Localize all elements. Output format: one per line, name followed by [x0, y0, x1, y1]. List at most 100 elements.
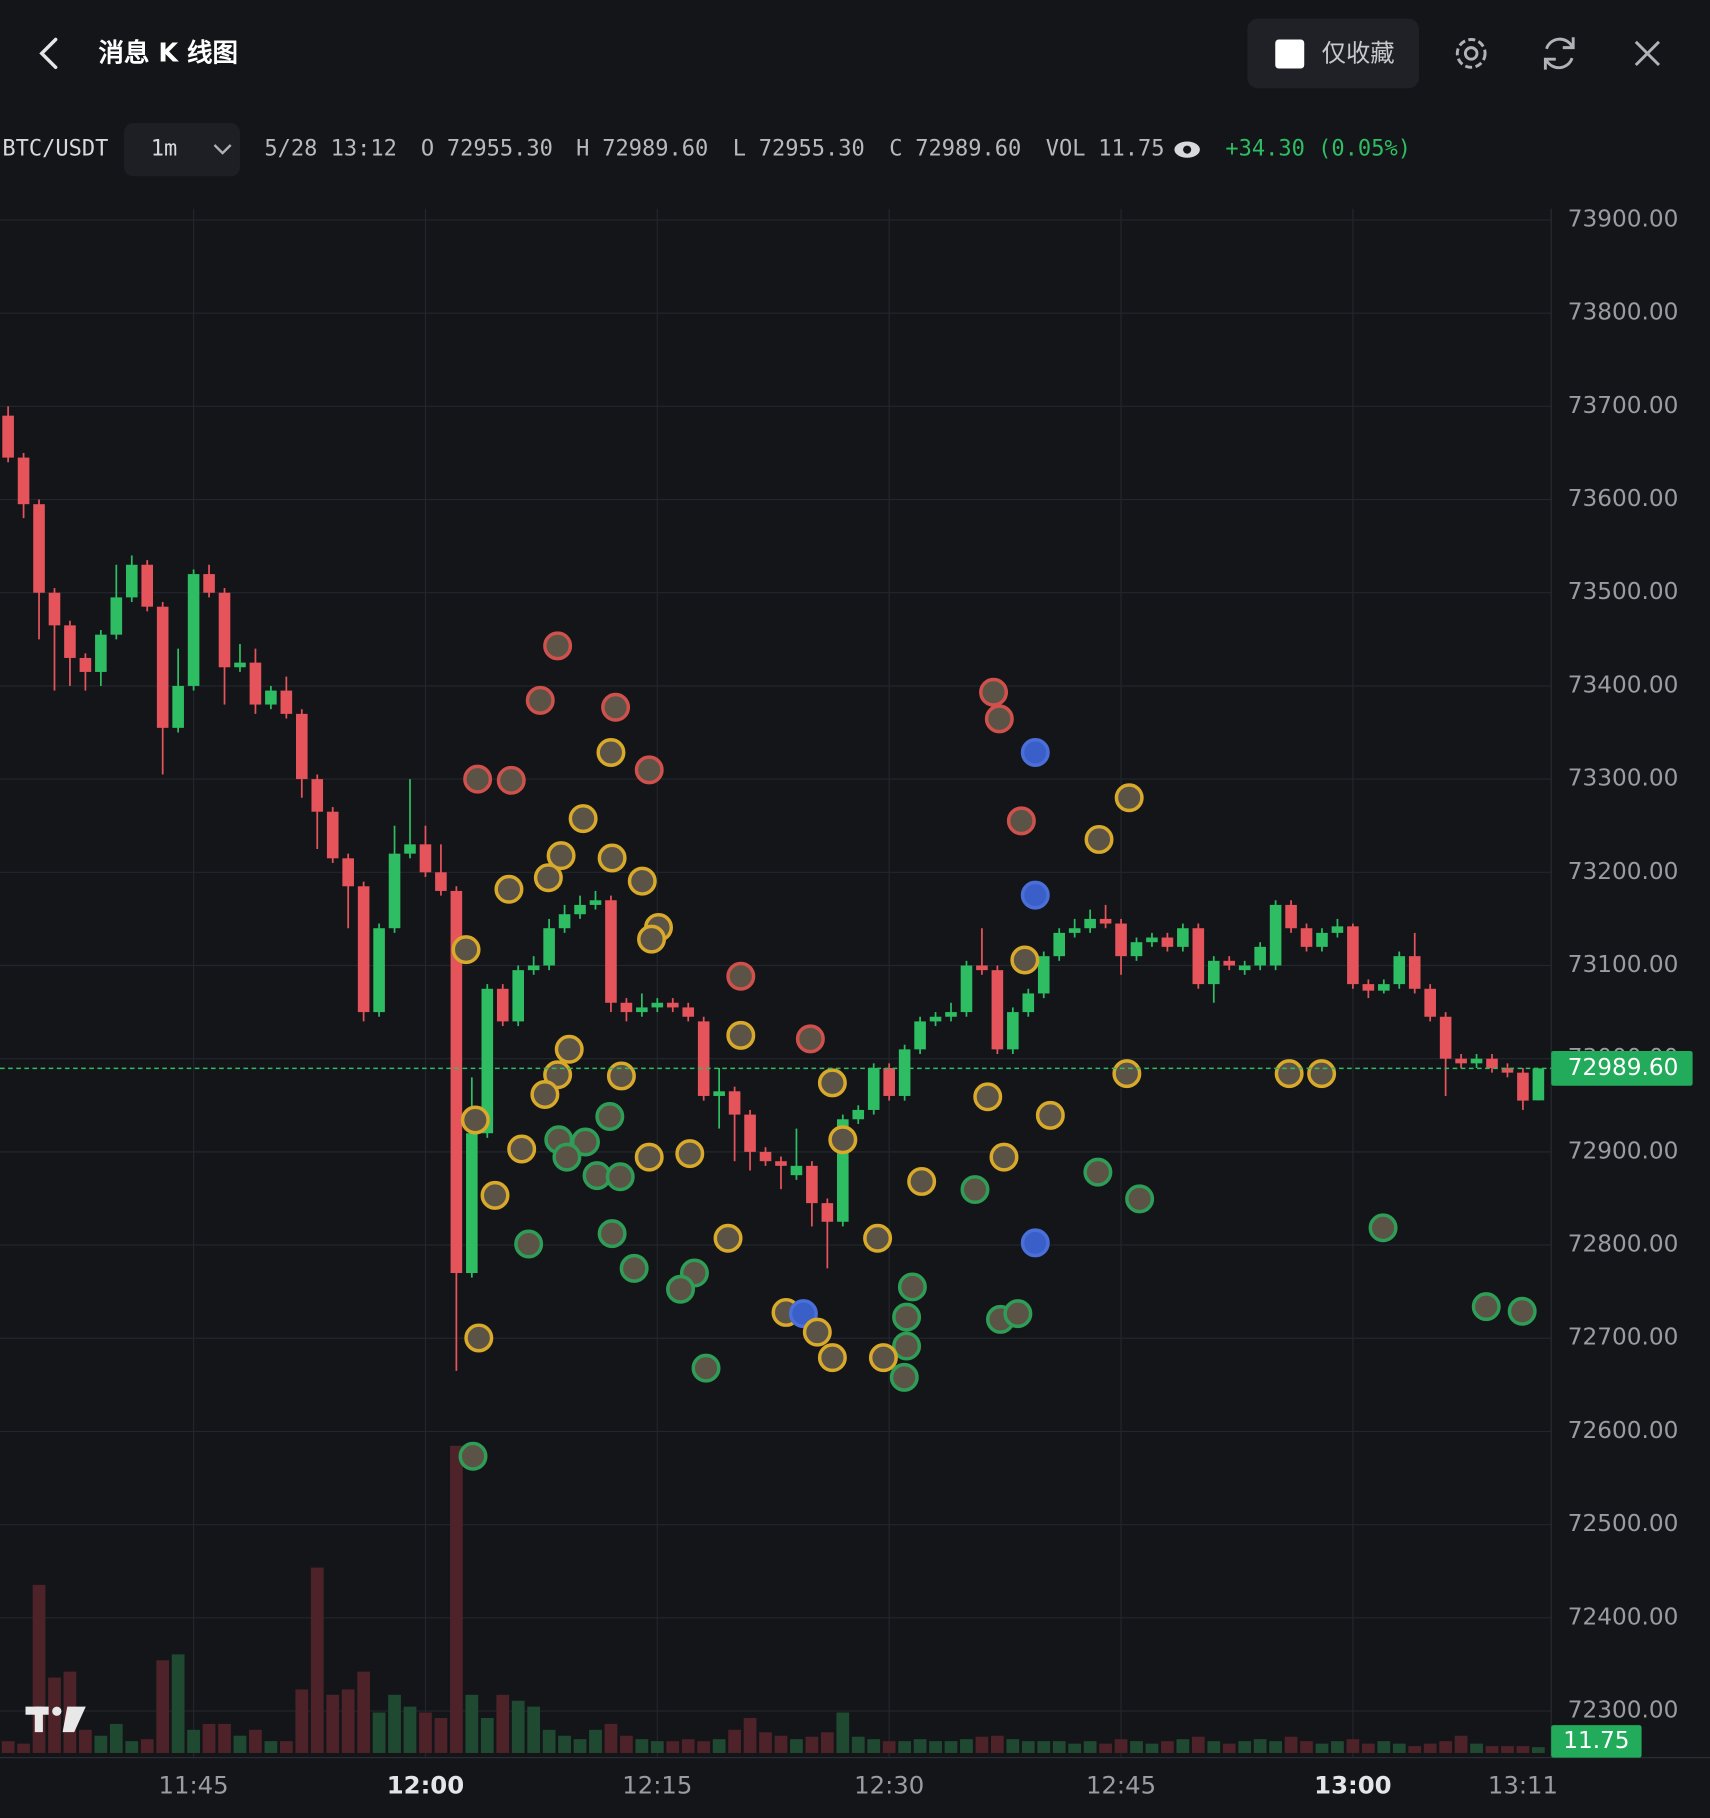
legend-key: H [576, 137, 589, 162]
candle-body [1532, 1068, 1545, 1101]
volume-bar [341, 1689, 355, 1753]
back-button[interactable] [39, 37, 58, 70]
message-avatar[interactable] [675, 1139, 705, 1169]
message-avatar[interactable] [507, 1134, 537, 1164]
settings-button[interactable] [1455, 38, 1487, 69]
message-avatar[interactable] [666, 1274, 696, 1304]
message-avatar[interactable] [1112, 1059, 1142, 1089]
message-avatar[interactable] [863, 1223, 893, 1253]
message-avatar[interactable] [979, 677, 1009, 707]
message-avatar[interactable] [691, 1353, 721, 1383]
message-avatar[interactable] [1507, 1296, 1537, 1326]
checkbox[interactable] [1275, 39, 1305, 69]
message-avatar[interactable] [802, 1317, 832, 1347]
message-avatar[interactable] [619, 1253, 649, 1283]
candle-body [1501, 1068, 1514, 1073]
message-avatar[interactable] [973, 1082, 1003, 1112]
message-avatar[interactable] [889, 1362, 919, 1392]
message-avatar[interactable] [989, 1142, 1019, 1172]
message-avatar[interactable] [480, 1180, 510, 1210]
refresh-button[interactable] [1543, 37, 1575, 70]
message-avatar[interactable] [464, 1323, 494, 1353]
chevron [213, 144, 232, 155]
message-avatar[interactable] [554, 1034, 584, 1064]
message-avatar[interactable] [597, 843, 627, 873]
y-tick-label: 73200.00 [1568, 858, 1679, 885]
volume-bar [1253, 1739, 1267, 1753]
message-avatar[interactable] [605, 1162, 635, 1192]
gear-inner [1463, 46, 1479, 61]
message-avatar[interactable] [1471, 1292, 1501, 1322]
message-avatar[interactable] [1368, 1213, 1398, 1243]
message-avatar[interactable] [606, 1061, 636, 1091]
message-avatar[interactable] [525, 685, 555, 715]
message-avatar[interactable] [892, 1302, 922, 1332]
message-avatar[interactable] [1006, 806, 1036, 836]
message-avatar[interactable] [451, 935, 481, 965]
message-avatar[interactable] [795, 1024, 825, 1054]
message-avatar[interactable] [817, 1343, 847, 1373]
message-avatar[interactable] [601, 692, 631, 722]
message-avatar[interactable] [907, 1166, 937, 1196]
favorites-toggle[interactable]: 仅收藏 [1247, 18, 1420, 89]
message-avatar[interactable] [552, 1142, 582, 1172]
message-markers [451, 631, 1537, 1471]
candle-body [543, 928, 555, 966]
visibility-toggle[interactable] [1174, 141, 1200, 158]
message-avatar[interactable] [568, 804, 598, 834]
message-avatar[interactable] [1274, 1059, 1304, 1089]
message-avatar[interactable] [627, 866, 657, 896]
message-avatar[interactable] [726, 1020, 756, 1050]
message-avatar[interactable] [1307, 1059, 1337, 1089]
message-avatar[interactable] [1084, 824, 1114, 854]
message-avatar[interactable] [726, 961, 756, 991]
message-avatar[interactable] [828, 1125, 858, 1155]
message-avatar[interactable] [1083, 1157, 1113, 1187]
message-avatar[interactable] [713, 1223, 743, 1253]
message-avatar[interactable] [1125, 1184, 1155, 1214]
message-avatar[interactable] [634, 1142, 664, 1172]
message-avatar[interactable] [1020, 1228, 1050, 1258]
message-avatar[interactable] [960, 1175, 990, 1205]
message-avatar[interactable] [530, 1080, 560, 1109]
message-avatar[interactable] [458, 1441, 488, 1471]
candle-body [234, 662, 246, 668]
x-tick-label: 12:45 [1086, 1771, 1156, 1800]
candle-body [326, 811, 339, 859]
message-avatar[interactable] [868, 1343, 898, 1373]
message-avatar[interactable] [1020, 880, 1050, 910]
message-avatar[interactable] [533, 863, 563, 893]
toggle-label: 仅收藏 [1322, 39, 1395, 68]
message-avatar[interactable] [1020, 738, 1050, 767]
y-tick-label: 72400.00 [1568, 1603, 1679, 1630]
message-avatar[interactable] [984, 704, 1014, 734]
message-avatar[interactable] [1035, 1100, 1065, 1130]
volume-bar [1006, 1739, 1020, 1753]
message-avatar[interactable] [596, 738, 626, 767]
message-avatar[interactable] [1114, 783, 1144, 813]
close-button[interactable] [1634, 40, 1661, 67]
volume-bar [650, 1741, 664, 1753]
message-avatar[interactable] [817, 1068, 847, 1098]
volume-bar [156, 1660, 170, 1753]
message-avatar[interactable] [897, 1272, 927, 1302]
message-avatar[interactable] [543, 631, 573, 661]
message-avatar[interactable] [1010, 945, 1040, 975]
message-avatar[interactable] [546, 841, 576, 871]
candle-body [960, 965, 973, 1013]
message-avatar[interactable] [597, 1219, 627, 1249]
message-avatar[interactable] [634, 755, 664, 785]
message-avatar[interactable] [514, 1229, 544, 1259]
interval-select[interactable]: 1m [124, 122, 240, 177]
message-avatar[interactable] [570, 1127, 600, 1157]
message-avatar[interactable] [595, 1102, 625, 1132]
message-avatar[interactable] [1003, 1299, 1033, 1329]
volume-bar [1392, 1743, 1406, 1753]
message-avatar[interactable] [494, 874, 524, 904]
message-avatar[interactable] [637, 924, 667, 954]
message-avatar[interactable] [460, 1105, 490, 1135]
message-avatar[interactable] [463, 764, 493, 794]
message-avatar[interactable] [496, 765, 526, 795]
message-avatar[interactable] [892, 1331, 922, 1361]
legend-value: 72955.30 [759, 137, 865, 162]
